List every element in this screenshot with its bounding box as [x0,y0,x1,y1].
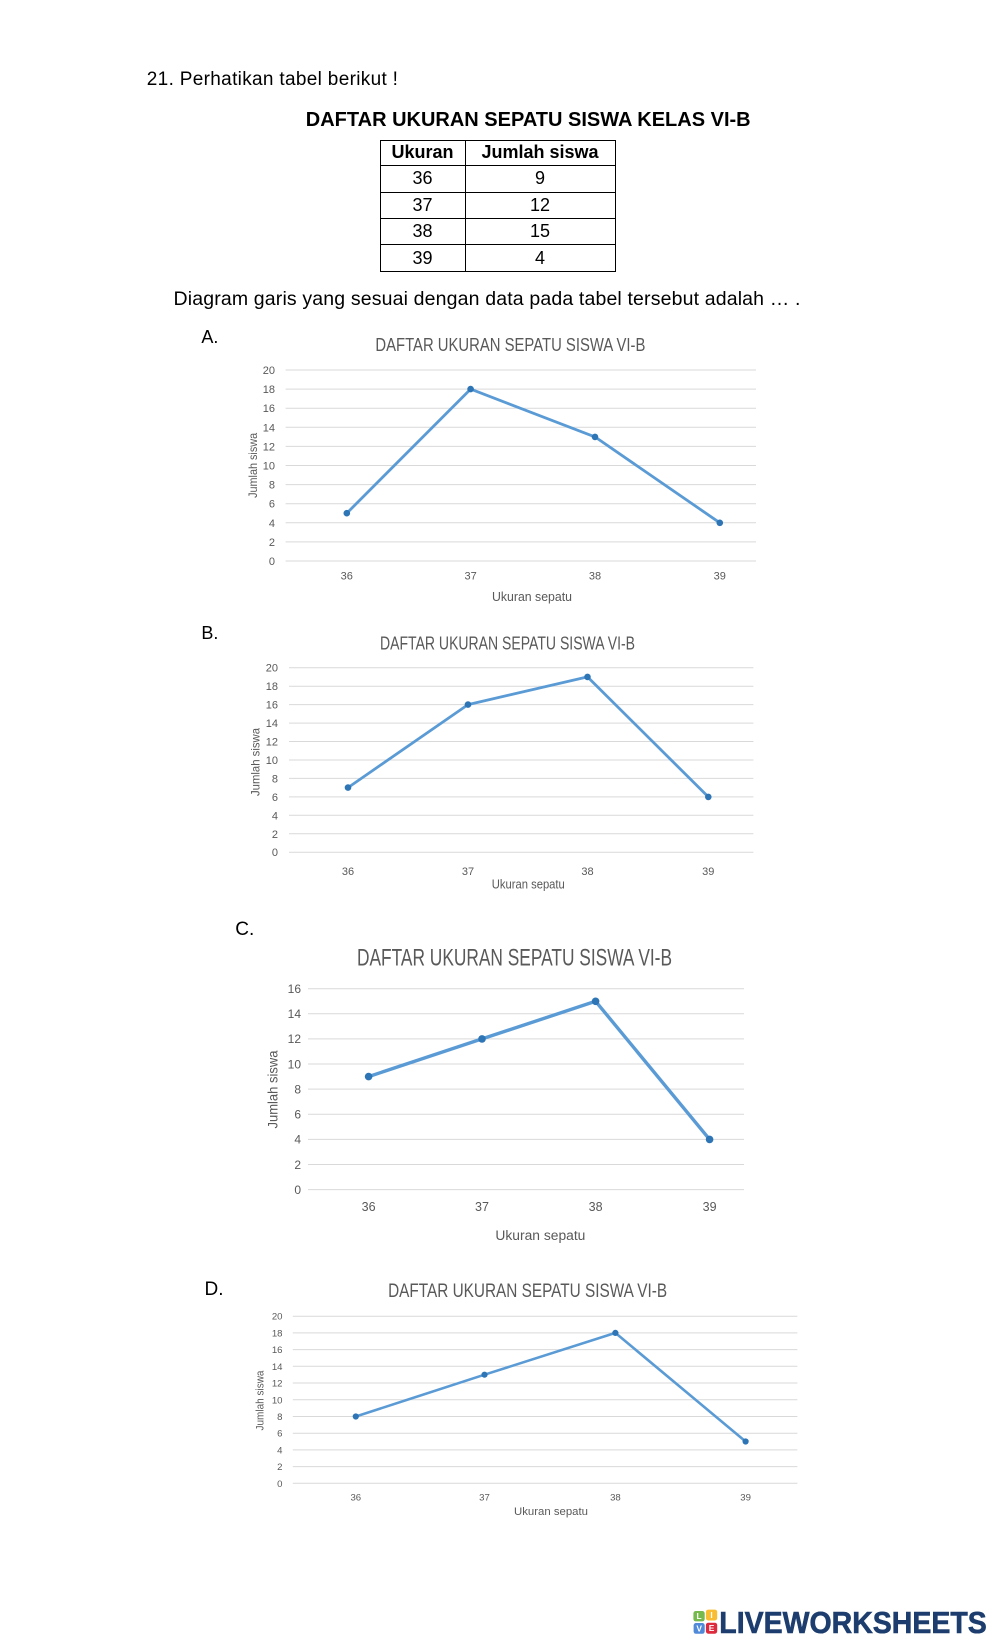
svg-text:DAFTAR UKURAN SEPATU SISWA VI-: DAFTAR UKURAN SEPATU SISWA VI-B [357,945,672,972]
svg-text:38: 38 [589,1200,603,1214]
svg-text:36: 36 [342,866,354,878]
svg-text:V: V [696,1623,702,1633]
svg-text:18: 18 [272,1328,283,1339]
svg-text:20: 20 [272,1312,283,1323]
svg-text:Ukuran sepatu: Ukuran sepatu [495,1228,585,1243]
svg-text:6: 6 [272,792,278,804]
svg-text:37: 37 [475,1200,489,1214]
svg-text:Ukuran sepatu: Ukuran sepatu [492,590,572,604]
svg-text:10: 10 [288,1057,302,1071]
svg-text:38: 38 [581,866,593,878]
svg-text:39: 39 [702,866,714,878]
svg-text:6: 6 [294,1108,301,1122]
svg-text:39: 39 [740,1493,751,1504]
svg-text:2: 2 [277,1462,282,1473]
svg-text:37: 37 [462,866,474,878]
svg-text:12: 12 [288,1032,302,1046]
svg-text:36: 36 [341,571,353,583]
svg-text:10: 10 [263,461,275,473]
svg-text:38: 38 [610,1493,621,1504]
svg-text:16: 16 [288,982,302,996]
svg-text:I: I [710,1610,712,1620]
svg-text:6: 6 [277,1429,282,1440]
svg-text:16: 16 [263,403,275,415]
svg-text:37: 37 [464,571,476,583]
svg-text:8: 8 [294,1082,301,1096]
svg-text:4: 4 [277,1445,283,1456]
svg-text:0: 0 [269,556,275,568]
svg-text:2: 2 [272,829,278,841]
svg-text:18: 18 [263,384,275,396]
svg-text:16: 16 [266,700,278,712]
svg-text:37: 37 [479,1493,490,1504]
svg-text:39: 39 [703,1200,717,1214]
svg-text:14: 14 [266,718,278,730]
svg-text:36: 36 [350,1493,361,1504]
svg-text:L: L [697,1611,702,1621]
svg-text:12: 12 [272,1379,283,1390]
svg-text:8: 8 [272,773,278,785]
svg-text:Jumlah siswa: Jumlah siswa [249,728,263,796]
svg-text:39: 39 [714,571,726,583]
svg-text:Ukuran sepatu: Ukuran sepatu [514,1506,588,1518]
svg-text:LIVEWORKSHEETS: LIVEWORKSHEETS [719,1605,987,1640]
svg-text:12: 12 [263,441,275,453]
svg-text:14: 14 [263,422,275,434]
svg-text:4: 4 [269,518,275,530]
svg-text:12: 12 [266,737,278,749]
svg-text:10: 10 [266,755,278,767]
svg-text:0: 0 [272,847,278,859]
svg-text:DAFTAR UKURAN SEPATU SISWA VI-: DAFTAR UKURAN SEPATU SISWA VI-B [375,334,645,355]
svg-text:38: 38 [589,571,601,583]
svg-text:Jumlah siswa: Jumlah siswa [255,1370,267,1431]
svg-text:18: 18 [266,681,278,693]
svg-text:Ukuran sepatu: Ukuran sepatu [492,878,565,892]
svg-text:10: 10 [272,1395,283,1406]
svg-text:20: 20 [266,663,278,675]
svg-text:DAFTAR UKURAN SEPATU SISWA VI-: DAFTAR UKURAN SEPATU SISWA VI-B [388,1280,667,1302]
svg-text:Jumlah siswa: Jumlah siswa [246,433,260,498]
svg-text:4: 4 [294,1133,301,1147]
svg-text:E: E [709,1623,715,1633]
svg-text:14: 14 [272,1362,283,1373]
svg-text:14: 14 [288,1007,302,1021]
svg-text:4: 4 [272,810,278,822]
svg-text:2: 2 [294,1158,301,1172]
svg-text:8: 8 [269,480,275,492]
svg-text:DAFTAR UKURAN SEPATU SISWA VI-: DAFTAR UKURAN SEPATU SISWA VI-B [380,633,635,654]
svg-text:0: 0 [294,1183,301,1197]
svg-text:8: 8 [277,1412,282,1423]
svg-text:2: 2 [269,537,275,549]
svg-text:0: 0 [277,1479,282,1490]
svg-text:36: 36 [362,1200,376,1214]
svg-text:16: 16 [272,1345,283,1356]
svg-text:Jumlah siswa: Jumlah siswa [266,1050,281,1128]
svg-text:6: 6 [269,499,275,511]
svg-text:20: 20 [263,365,275,377]
